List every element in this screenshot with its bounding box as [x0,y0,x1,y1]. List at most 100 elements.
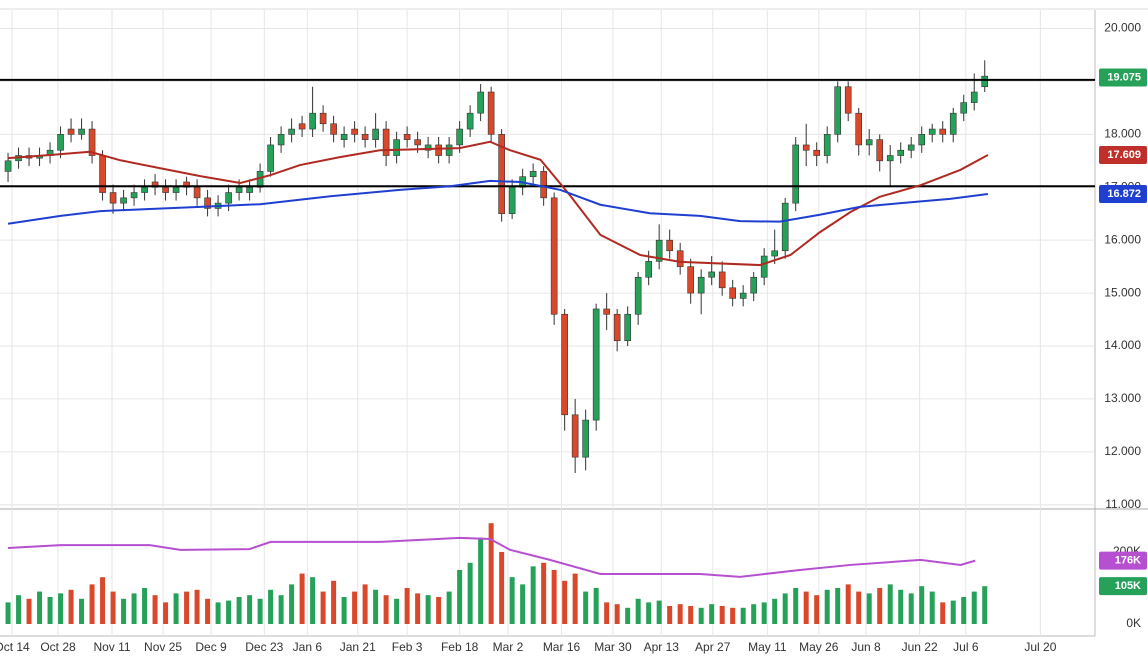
volume-bar [950,600,956,624]
volume-bar [845,584,851,624]
candle-body [120,197,127,204]
candle-body [151,181,159,188]
candle-body [739,292,747,299]
candle-body [529,171,537,177]
volume-bar [37,591,43,624]
candle-body [624,313,631,342]
candle-body [130,192,138,199]
volume-bar [877,587,883,624]
x-tick-label: Feb 18 [441,640,479,654]
candle-body [603,308,610,315]
price-tag-label: 176K [1115,555,1141,567]
candle-body [508,186,516,215]
volume-bar [121,598,127,624]
moving-average [7,140,989,267]
volume-bar [971,591,977,624]
volume-bar [215,602,221,624]
candle-body [445,144,453,156]
candle-body [162,186,169,193]
volume-bar [761,602,767,624]
x-tick-label: Apr 13 [644,640,680,654]
volume-bar [152,595,158,624]
candle-body [949,112,957,135]
candle-body [781,202,789,252]
price-tag-label: 16.872 [1107,188,1141,200]
volume-bar [562,580,568,624]
volume-bar [908,593,914,624]
volume-bar [898,589,904,624]
candle-body [876,139,884,162]
volume-bar [268,589,274,624]
volume-bar [79,598,85,624]
x-tick-label: Jun 22 [902,640,938,654]
volume-bar [247,595,253,624]
volume-bar [467,562,473,624]
volume-bar [478,537,484,624]
volume-bar [698,607,704,624]
candle-body [676,250,684,267]
volume-bar [446,591,452,624]
volume-bar [68,589,74,624]
y-tick-label: 20.000 [1104,21,1141,35]
price-tag [1099,146,1147,165]
y-tick-label: 16.000 [1104,232,1141,246]
candle-body [750,276,757,294]
candle-body [330,123,337,135]
volume-bar [530,566,536,624]
volume-bar [383,595,389,624]
candle-body [582,419,589,458]
volume-bar [572,573,578,624]
volume-bar [100,577,106,624]
candle-body [561,313,568,416]
candle-body [498,134,505,215]
candle-body [645,261,652,278]
volume-bar [320,591,326,624]
volume-bar [310,577,316,624]
volume-bar [793,587,799,624]
candle-body [697,276,705,294]
volume-bar [236,596,242,624]
candle-body [865,139,873,146]
x-tick-label: Oct 14 [0,640,30,654]
volume-bar [142,587,148,624]
candle-body [802,144,810,151]
volume-bar [803,591,809,624]
candle-body [708,271,715,278]
volume-bar [982,586,988,624]
candle-body [141,186,148,193]
candle-body [855,112,863,146]
candle-body [907,144,915,151]
volume-bar [929,591,935,624]
volume-bar [940,602,946,624]
candle-body [277,134,285,146]
volume-bar [541,562,547,624]
candle-body [309,112,316,130]
volume-bar [394,598,400,624]
candle-body [487,91,495,135]
volume-bar [257,598,263,624]
volume-bar [184,591,190,624]
volume-bar [677,604,683,624]
volume-bar [961,596,967,624]
x-tick-label: Nov 25 [144,640,182,654]
candle-body [172,186,180,193]
volume-bar [604,602,610,624]
candle-body [403,134,411,140]
candle-body [886,155,894,162]
y-tick-label: 0K [1126,616,1141,630]
candle-body [666,239,673,252]
volume-bar [709,604,715,624]
candle-body [550,197,558,315]
candle-body [834,86,842,135]
volume-bar [16,595,22,624]
y-tick-label: 14.000 [1104,338,1141,352]
candle-body [960,102,968,114]
candle-body [435,144,442,156]
volume-bar [583,591,589,624]
candle-body [267,144,274,172]
candle-body [340,134,348,140]
candle-body [235,186,243,193]
candle-body [246,186,253,193]
volume-bar [856,591,862,624]
x-tick-label: Dec 9 [195,640,227,654]
